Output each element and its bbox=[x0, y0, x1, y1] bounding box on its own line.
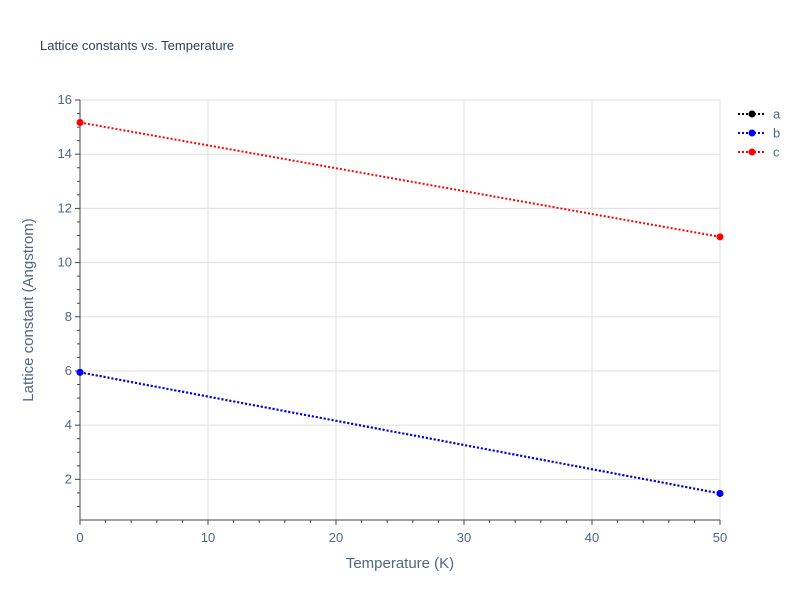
y-tick-label: 6 bbox=[65, 363, 72, 378]
y-axis-title: Lattice constant (Angstrom) bbox=[20, 218, 37, 401]
series-layer bbox=[76, 118, 724, 497]
x-tick-label: 20 bbox=[329, 530, 343, 545]
grid-layer bbox=[80, 99, 721, 520]
legend-label: a bbox=[773, 107, 781, 122]
legend-label: b bbox=[773, 126, 780, 141]
x-tick-label: 30 bbox=[457, 530, 471, 545]
y-tick-label: 8 bbox=[65, 309, 72, 324]
legend-swatch-marker bbox=[748, 148, 756, 156]
data-point-c bbox=[76, 118, 84, 126]
series-line-b bbox=[79, 371, 721, 495]
legend-item-c[interactable]: c bbox=[738, 145, 780, 160]
y-tick-label: 2 bbox=[65, 471, 72, 486]
data-point-b bbox=[76, 368, 84, 376]
y-tick-label: 10 bbox=[58, 255, 72, 270]
legend[interactable]: abc bbox=[738, 107, 781, 160]
legend-item-b[interactable]: b bbox=[738, 126, 780, 141]
y-tick-label: 12 bbox=[58, 200, 72, 215]
axis-layer: 0 10 20 30 40 50 2 4 6 8 10 12 14 16 bbox=[58, 92, 728, 545]
legend-swatch-marker bbox=[748, 110, 756, 118]
chart-title: Lattice constants vs. Temperature bbox=[40, 38, 234, 53]
y-tick-label: 14 bbox=[58, 146, 72, 161]
x-tick-label: 10 bbox=[201, 530, 215, 545]
series-line-c bbox=[79, 121, 721, 238]
y-tick-label: 4 bbox=[65, 417, 72, 432]
x-tick-label: 0 bbox=[76, 530, 83, 545]
data-point-c bbox=[716, 233, 724, 241]
legend-item-a[interactable]: a bbox=[738, 107, 781, 122]
legend-swatch-marker bbox=[748, 129, 756, 137]
legend-label: c bbox=[773, 145, 780, 160]
x-tick-label: 40 bbox=[585, 530, 599, 545]
data-point-b bbox=[716, 489, 724, 497]
x-axis-title: Temperature (K) bbox=[346, 555, 454, 572]
y-tick-label: 16 bbox=[58, 92, 72, 107]
x-tick-label: 50 bbox=[713, 530, 727, 545]
